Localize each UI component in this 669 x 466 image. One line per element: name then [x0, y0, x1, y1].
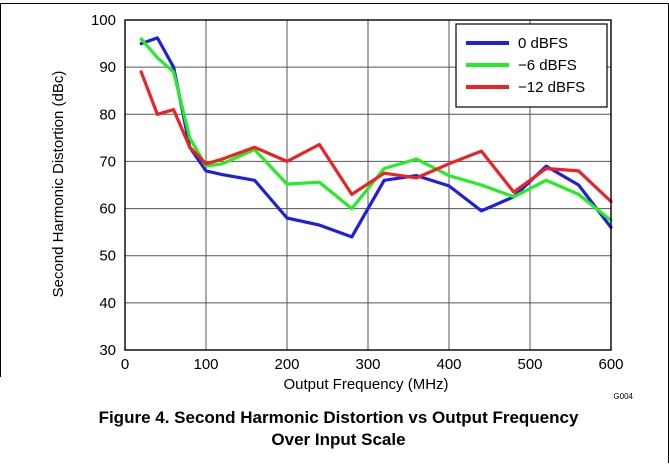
x-tick-label: 400 [436, 356, 461, 373]
y-tick-label: 90 [99, 59, 116, 76]
legend-label-0: 0 dBFS [518, 35, 568, 52]
x-tick-label: 300 [355, 356, 380, 373]
figure-caption-line-1: Figure 4. Second Harmonic Distortion vs … [98, 408, 579, 427]
x-tick-label: 200 [274, 356, 299, 373]
y-tick-label: 60 [99, 201, 116, 218]
x-tick-label: 100 [193, 356, 218, 373]
legend: 0 dBFS −6 dBFS −12 dBFS [455, 23, 608, 108]
y-tick-label: 70 [99, 153, 116, 170]
y-tick-label: 80 [99, 106, 116, 123]
y-tick-label: 50 [99, 248, 116, 265]
x-tick-label: 500 [517, 356, 542, 373]
tick-labels: 0 100 200 300 400 500 600 30 40 50 60 70 80 90 100 [91, 12, 624, 373]
legend-label-2: −12 dBFS [518, 79, 585, 96]
x-tick-label: 600 [598, 356, 623, 373]
figure-caption-line-2: Over Input Scale [271, 430, 406, 449]
y-tick-label: 40 [99, 295, 116, 312]
frame-left-border [0, 3, 1, 377]
figure-code: G004 [613, 392, 633, 401]
series-lines [139, 36, 613, 239]
x-axis-label: Output Frequency (MHz) [283, 376, 448, 393]
y-tick-label: 30 [99, 342, 116, 359]
x-tick-label: 0 [121, 356, 129, 373]
plot-border [124, 19, 612, 351]
series-line-0 [139, 36, 613, 239]
legend-label-1: −6 dBFS [518, 57, 577, 74]
y-axis-label: Second Harmonic Distortion (dBc) [50, 71, 67, 298]
y-tick-label: 100 [91, 12, 116, 29]
series-line-1 [139, 37, 613, 222]
frame-top-border [0, 3, 669, 4]
series-line-2 [139, 70, 613, 204]
